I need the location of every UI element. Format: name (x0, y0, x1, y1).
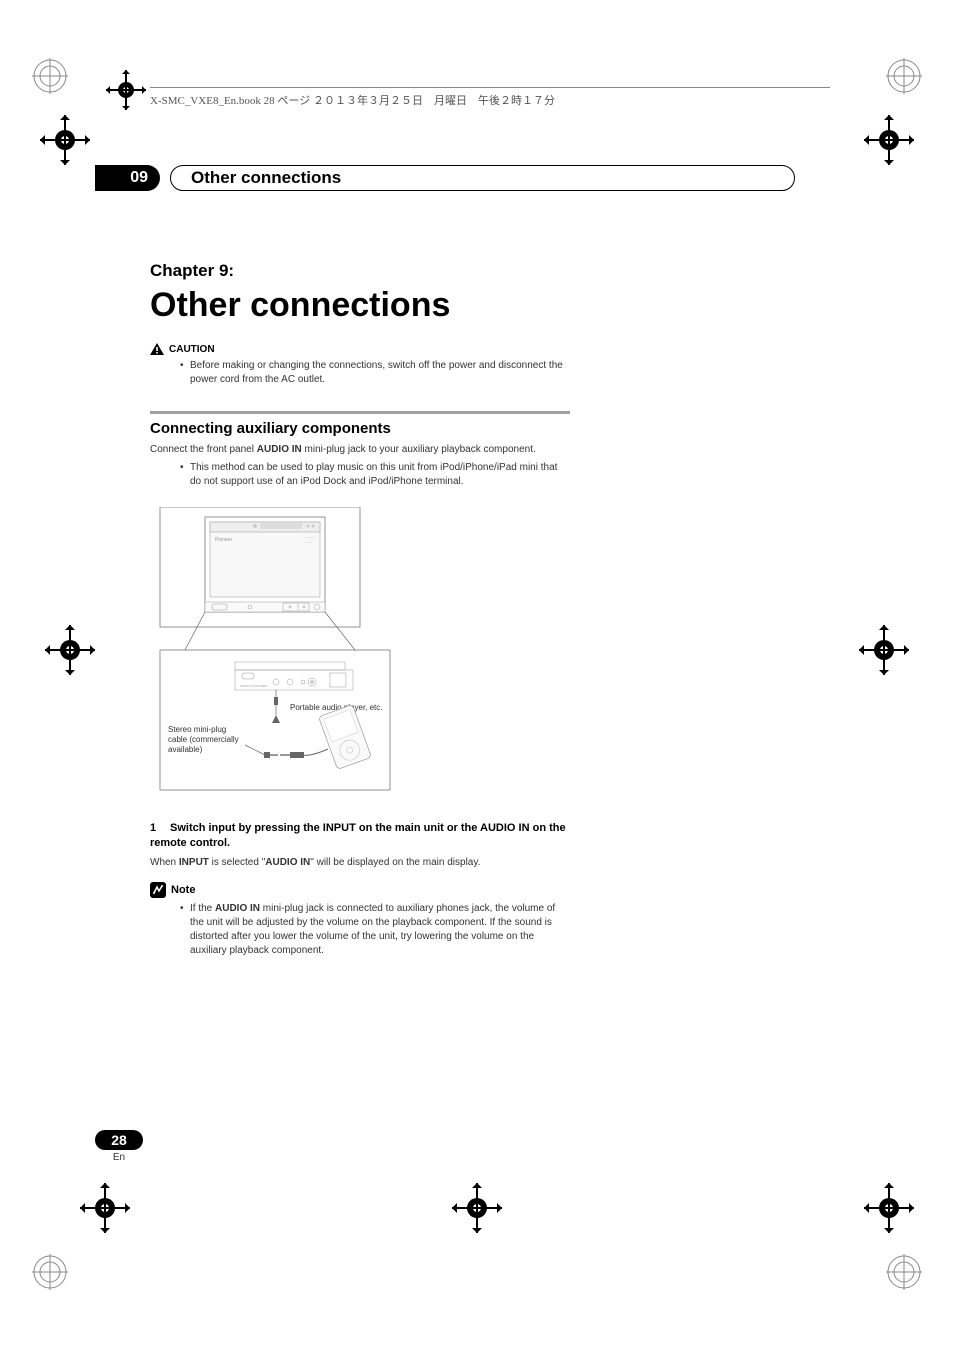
diagram-label-cable-2: cable (commercially (168, 735, 239, 744)
connection-diagram: Pioneer — — — — — (150, 507, 570, 797)
crop-mark-br (864, 1183, 914, 1233)
diagram-label-cable-3: available) (168, 745, 203, 754)
crop-mark-ht (106, 70, 146, 110)
bullet-dot: • (180, 461, 190, 489)
reg-mark-br (886, 1254, 922, 1290)
step-body-b: is selected " (209, 857, 265, 868)
bullet-dot: • (180, 359, 190, 387)
svg-text:— —: — — (305, 540, 312, 544)
crop-mark-tr (864, 115, 914, 165)
crop-mark-bl (80, 1183, 130, 1233)
bullet-item: • This method can be used to play music … (180, 461, 570, 489)
subsection-intro: Connect the front panel AUDIO IN mini-pl… (150, 443, 570, 457)
step-body-c: " will be displayed on the main display. (310, 857, 480, 868)
note-bullets: • If the AUDIO IN mini-plug jack is conn… (150, 902, 570, 958)
step-body-bold2: AUDIO IN (265, 857, 310, 868)
caution-row: CAUTION (150, 343, 570, 355)
bullet-item: • Before making or changing the connecti… (180, 359, 570, 387)
step-title: 1Switch input by pressing the INPUT on t… (150, 821, 570, 852)
page-lang: En (95, 1152, 143, 1163)
step-body-bold1: INPUT (179, 857, 209, 868)
reg-mark-bl (32, 1254, 68, 1290)
body-content: Chapter 9: Other connections CAUTION • B… (150, 261, 570, 958)
crop-mark-bc (452, 1183, 502, 1233)
bullet-dot: • (180, 902, 190, 958)
subsection-bullets: • This method can be used to play music … (150, 461, 570, 489)
step-text: Switch input by pressing the INPUT on th… (150, 822, 566, 849)
chapter-title: Other connections (150, 286, 570, 325)
note-bold: AUDIO IN (215, 903, 260, 914)
note-label: Note (171, 884, 195, 896)
caution-icon (150, 343, 164, 355)
page-number: 28 (95, 1130, 143, 1150)
bullet-text: If the AUDIO IN mini-plug jack is connec… (190, 902, 570, 958)
caution-bullets: • Before making or changing the connecti… (150, 359, 570, 387)
chapter-number-tab: 09 (95, 165, 160, 191)
svg-text:AUDIO IN PHONES: AUDIO IN PHONES (240, 684, 267, 688)
note-pre: If the (190, 903, 215, 914)
subsection-title: Connecting auxiliary components (150, 411, 570, 437)
crop-mark-mr (859, 625, 909, 675)
chapter-tab: 09 Other connections (95, 165, 795, 191)
section-title-pill: Other connections (170, 165, 795, 191)
intro-b: mini-plug jack to your auxiliary playbac… (302, 444, 536, 455)
crop-mark-tl (40, 115, 90, 165)
chapter-label: Chapter 9: (150, 261, 570, 281)
diagram-label-cable-1: Stereo mini-plug (168, 725, 226, 734)
note-icon (150, 882, 166, 898)
crop-mark-ml (45, 625, 95, 675)
step-body-a: When (150, 857, 179, 868)
note-row: Note (150, 882, 570, 898)
header-text: X-SMC_VXE8_En.book 28 ページ ２０１３年３月２５日 月曜日… (150, 92, 555, 108)
header-rule (150, 87, 830, 88)
svg-text:— — —: — — — (305, 535, 316, 539)
reg-mark-tl (32, 58, 68, 94)
content-area: 09 Other connections Chapter 9: Other co… (95, 165, 795, 962)
caution-label: CAUTION (169, 344, 215, 355)
page-badge: 28 En (95, 1130, 143, 1163)
bullet-item: • If the AUDIO IN mini-plug jack is conn… (180, 902, 570, 958)
bullet-text: This method can be used to play music on… (190, 461, 570, 489)
intro-bold: AUDIO IN (257, 444, 302, 455)
bullet-text: Before making or changing the connection… (190, 359, 570, 387)
reg-mark-tr (886, 58, 922, 94)
intro-a: Connect the front panel (150, 444, 257, 455)
diagram-brand: Pioneer (215, 537, 233, 543)
step-body: When INPUT is selected "AUDIO IN" will b… (150, 856, 570, 870)
step-number: 1 (150, 821, 170, 836)
